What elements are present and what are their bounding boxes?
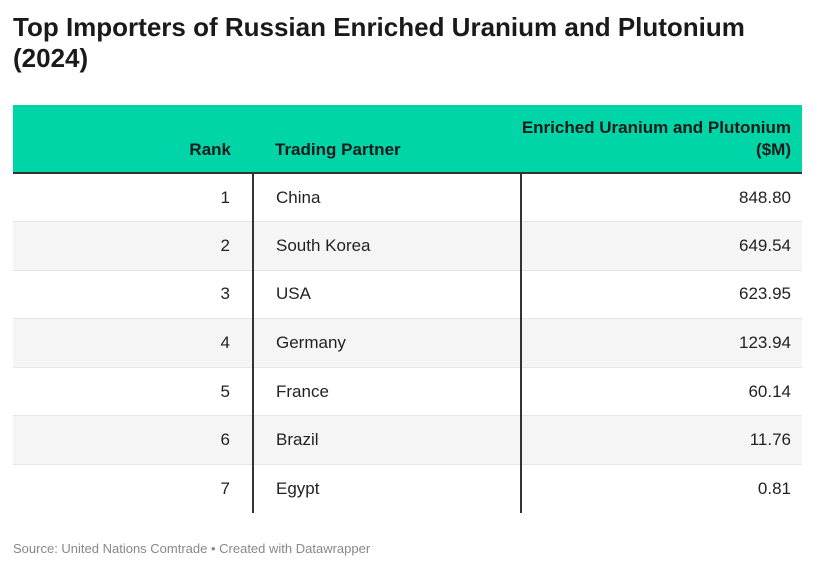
column-header-value[interactable]: Enriched Uranium and Plutonium ($M) <box>521 105 802 174</box>
cell-rank: 3 <box>13 270 254 320</box>
cell-value: 0.81 <box>757 479 791 499</box>
cell-value: 649.54 <box>521 221 802 271</box>
cell-trading-partner: Brazil <box>253 415 522 466</box>
cell-rank: 7 <box>13 464 254 514</box>
cell-trading-partner: Germany <box>253 318 522 368</box>
column-header-trading-partner[interactable]: Trading Partner <box>253 105 521 174</box>
cell-value: 60.14 <box>521 367 802 417</box>
data-table: Rank Trading Partner Enriched Uranium an… <box>13 105 802 514</box>
chart-title: Top Importers of Russian Enriched Uraniu… <box>13 12 745 73</box>
table-row: 6 Brazil 11.76 <box>13 415 802 466</box>
cell-rank: 1 <box>13 173 254 223</box>
data-table-container: Rank Trading Partner Enriched Uranium an… <box>13 105 802 514</box>
cell-value: 123.94 <box>521 318 802 368</box>
cell-trading-partner: China <box>253 173 522 223</box>
table-row: 2 South Korea 649.54 <box>13 221 802 271</box>
table-row: 4 Germany 123.94 <box>13 318 802 368</box>
cell-trading-partner: USA <box>253 270 522 320</box>
cell-value: 848.80 <box>521 173 802 223</box>
cell-rank: 2 <box>13 221 254 271</box>
column-header-rank[interactable]: Rank <box>13 105 253 174</box>
cell-rank: 4 <box>13 318 254 368</box>
cell-rank: 5 <box>13 367 254 417</box>
cell-trading-partner: South Korea <box>253 221 522 271</box>
cell-value: 11.76 <box>521 415 802 466</box>
table-row: 7 Egypt 0.81 <box>13 464 802 514</box>
cell-value: 623.95 <box>521 270 802 320</box>
table-body: 1 China 848.80 2 South Korea 649.54 3 USA 623.95… <box>13 173 802 514</box>
cell-trading-partner: Egypt <box>253 464 522 514</box>
table-row: 1 China 848.80 <box>13 173 802 223</box>
cell-rank: 6 <box>13 415 254 466</box>
table-row: 5 France 60.14 <box>13 367 802 417</box>
header-row: Rank Trading Partner Enriched Uranium an… <box>13 105 802 174</box>
table-header: Rank Trading Partner Enriched Uranium an… <box>13 105 802 174</box>
source-footer: Source: United Nations Comtrade • Create… <box>13 541 371 556</box>
table-row: 3 USA 623.95 <box>13 270 802 320</box>
cell-trading-partner: France <box>253 367 522 417</box>
